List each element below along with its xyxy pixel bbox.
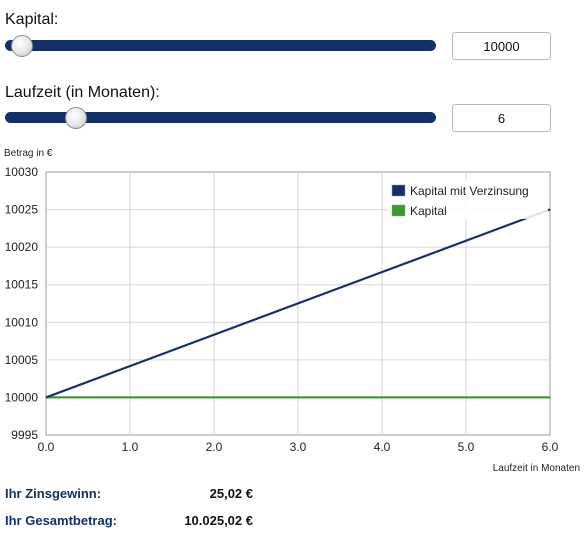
x-tick-label: 3.0 xyxy=(290,440,307,454)
y-tick-label: 10005 xyxy=(5,353,39,367)
x-axis-label: Laufzeit in Monaten xyxy=(493,463,580,474)
kapital-label: Kapital: xyxy=(5,11,59,28)
legend-label: Kapital mit Verzinsung xyxy=(410,184,529,198)
x-tick-label: 2.0 xyxy=(206,440,223,454)
x-tick-label: 6.0 xyxy=(542,440,559,454)
kapital-input[interactable] xyxy=(452,32,551,60)
x-tick-label: 0.0 xyxy=(38,440,55,454)
x-tick-label: 5.0 xyxy=(458,440,475,454)
laufzeit-slider-handle[interactable] xyxy=(65,106,88,129)
laufzeit-label: Laufzeit (in Monaten): xyxy=(5,84,160,101)
y-tick-label: 10030 xyxy=(5,165,39,179)
zinsgewinn-value: 25,02 € xyxy=(209,486,253,501)
y-tick-label: 9995 xyxy=(11,428,38,442)
y-tick-label: 10020 xyxy=(5,240,39,254)
kapital-slider[interactable] xyxy=(5,34,436,57)
legend-swatch xyxy=(391,184,406,197)
gesamtbetrag-value: 10.025,02 € xyxy=(184,513,253,528)
legend-swatch xyxy=(391,204,406,217)
y-tick-label: 10010 xyxy=(5,315,39,329)
x-tick-label: 4.0 xyxy=(374,440,391,454)
laufzeit-slider[interactable] xyxy=(5,106,436,129)
legend-label: Kapital xyxy=(410,204,447,218)
y-tick-label: 10025 xyxy=(5,203,39,217)
kapital-slider-handle[interactable] xyxy=(11,34,34,57)
chart-legend: Kapital mit Verzinsung Kapital xyxy=(388,179,548,219)
series-line-kapital-mit-verzinsung xyxy=(45,208,551,399)
chart-axes: 0.0 1.0 2.0 3.0 4.0 5.0 6.0 9995 10000 10005 10010… xyxy=(5,165,559,454)
legend-box xyxy=(388,179,548,219)
y-tick-label: 10000 xyxy=(5,390,39,404)
zinsgewinn-label: Ihr Zinsgewinn: xyxy=(5,486,102,501)
laufzeit-input[interactable] xyxy=(452,104,551,132)
interest-chart: 0.0 1.0 2.0 3.0 4.0 5.0 6.0 9995 10000 10005 10010… xyxy=(4,148,580,474)
y-axis-label: Betrag in € xyxy=(4,148,53,159)
y-tick-label: 10015 xyxy=(5,278,39,292)
chart-series xyxy=(45,208,551,399)
x-tick-label: 1.0 xyxy=(122,440,139,454)
gesamtbetrag-label: Ihr Gesamtbetrag: xyxy=(5,513,117,528)
